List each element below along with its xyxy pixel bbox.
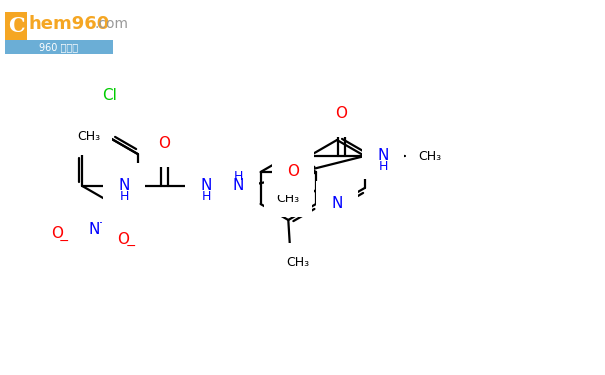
Text: O: O	[51, 226, 63, 241]
Text: O: O	[287, 165, 299, 180]
Text: O: O	[159, 136, 170, 152]
Text: C: C	[8, 16, 24, 36]
Text: hem960: hem960	[29, 15, 110, 33]
Text: +: +	[98, 218, 106, 228]
Text: N: N	[119, 178, 130, 194]
Text: CH₃: CH₃	[77, 129, 100, 142]
Text: −: −	[59, 235, 69, 248]
Text: H: H	[120, 189, 129, 202]
Text: H: H	[234, 170, 243, 183]
Text: H: H	[201, 189, 211, 202]
Text: N: N	[378, 148, 389, 164]
Text: O: O	[117, 232, 129, 247]
Text: CH₃: CH₃	[276, 192, 300, 204]
Text: −: −	[126, 240, 137, 253]
Text: 960 化工网: 960 化工网	[39, 42, 79, 52]
Text: CH₃: CH₃	[418, 150, 442, 162]
Text: H: H	[379, 159, 388, 172]
Text: N: N	[201, 178, 212, 194]
Text: N: N	[332, 196, 342, 211]
Text: N: N	[88, 222, 100, 237]
FancyBboxPatch shape	[5, 12, 27, 40]
Text: Cl: Cl	[103, 88, 117, 104]
Text: O: O	[335, 106, 347, 122]
FancyBboxPatch shape	[5, 40, 113, 54]
Text: N: N	[232, 178, 244, 194]
Text: .com: .com	[95, 17, 129, 31]
Text: CH₃: CH₃	[287, 255, 310, 268]
